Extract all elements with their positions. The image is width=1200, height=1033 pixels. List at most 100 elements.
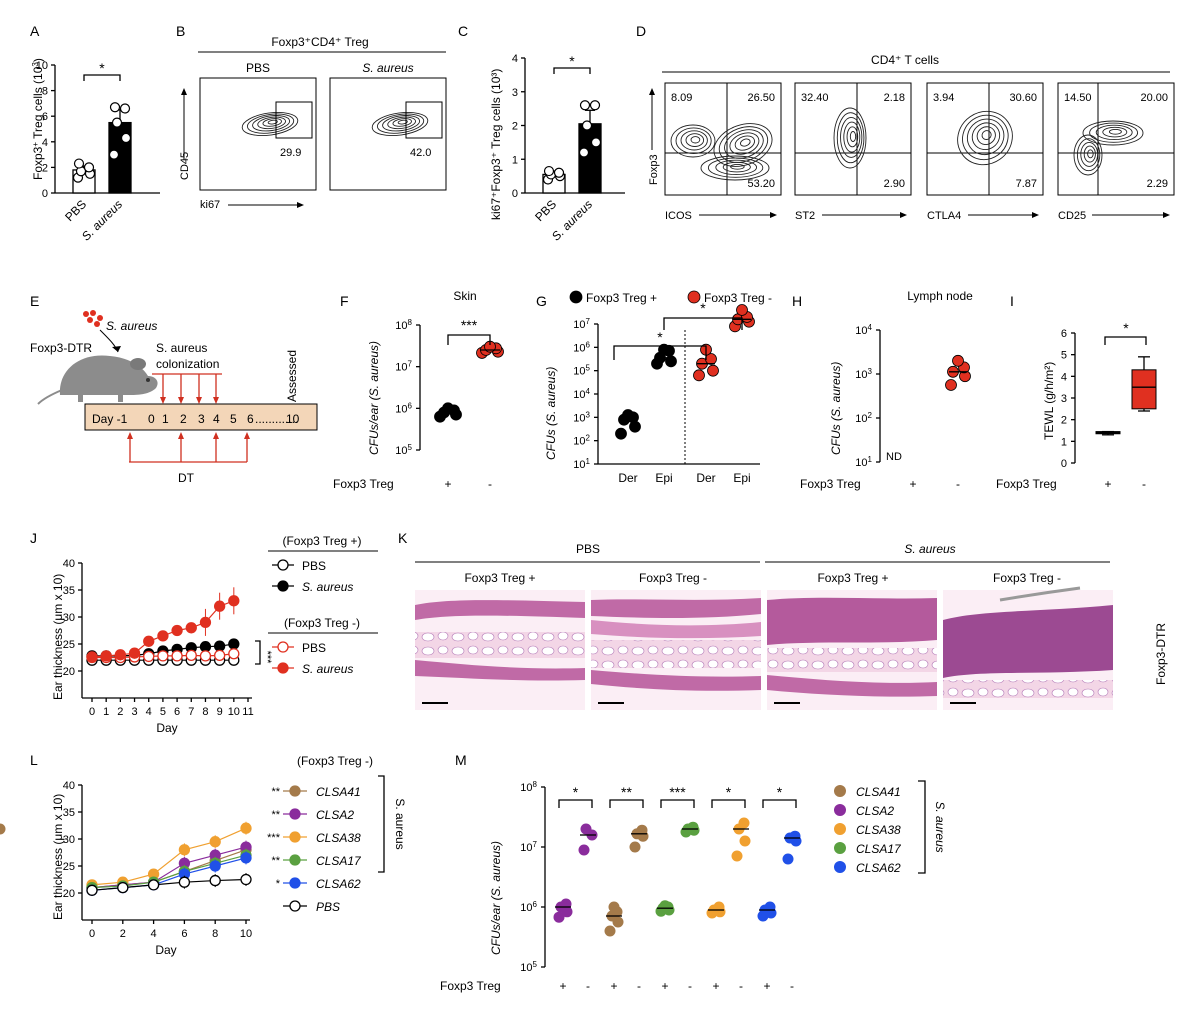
legend-label: S. aureus xyxy=(302,580,353,594)
assessed-label: Assessed xyxy=(285,350,299,402)
x-axis-label: ICOS xyxy=(665,210,692,222)
legend-marker xyxy=(277,641,289,653)
x-tick-label: 5 xyxy=(160,706,166,718)
quadrant-upper-right: 2.18 xyxy=(884,92,905,104)
category-label: - xyxy=(1142,477,1146,491)
data-point xyxy=(738,817,750,829)
arrow-head xyxy=(178,397,184,404)
panel-l-chart: 20 25 30 35 40 0 2 4 6 8 10 Day Ear thickness (μm x … xyxy=(51,754,407,957)
timeline-day: 6 xyxy=(247,412,254,426)
y-tick-label: 25 xyxy=(63,639,75,651)
y-tick-label: 0 xyxy=(42,188,48,200)
y-tick-label: 8 xyxy=(42,86,48,98)
data-point xyxy=(543,165,555,177)
data-point xyxy=(739,835,751,847)
y-tick-label: 106 xyxy=(395,401,412,416)
data-point xyxy=(117,881,129,894)
legend-marker xyxy=(289,831,301,843)
contour-line xyxy=(690,136,701,144)
legend-label: CLSA38 xyxy=(316,831,361,845)
panel-label-k: K xyxy=(398,530,408,546)
legend-marker xyxy=(289,808,301,820)
significance-marker: *** xyxy=(461,317,478,333)
flow-plot-name: PBS xyxy=(246,61,270,75)
panel-label-d: D xyxy=(636,23,646,39)
legend-marker xyxy=(289,877,301,889)
data-point xyxy=(147,879,160,891)
contour-line xyxy=(713,123,773,167)
data-point xyxy=(553,167,565,178)
significance-marker: * xyxy=(657,329,663,345)
significance-bracket xyxy=(613,345,707,360)
gate-value: 42.0 xyxy=(410,147,431,159)
significance-bracket xyxy=(711,799,746,808)
data-point xyxy=(157,650,169,662)
contour-line xyxy=(262,118,282,127)
legend-header: (Foxp3 Treg -) xyxy=(284,616,360,630)
panel-label-h: H xyxy=(792,293,802,309)
contour-line xyxy=(1087,149,1094,159)
data-point xyxy=(608,901,620,913)
y-tick-label: 1 xyxy=(512,154,518,166)
data-point xyxy=(713,901,725,913)
data-point xyxy=(213,600,226,612)
x-tick-label: 8 xyxy=(202,706,208,718)
legend-label: PBS xyxy=(302,559,326,573)
contour-line xyxy=(1089,122,1139,143)
y-tick-label: 35 xyxy=(63,585,75,597)
x-tick-label: 1 xyxy=(103,706,109,718)
data-point xyxy=(952,354,964,367)
data-point xyxy=(128,647,141,659)
significance-marker: ** xyxy=(621,784,632,800)
data-point xyxy=(687,821,699,833)
significance-bracket xyxy=(762,799,797,808)
timeline-day: 4 xyxy=(213,412,220,426)
legend-bracket xyxy=(378,775,385,873)
data-point xyxy=(228,638,240,650)
y-tick-label: 2 xyxy=(1061,415,1067,427)
data-point xyxy=(171,624,183,637)
contour-line xyxy=(976,126,996,145)
data-point xyxy=(120,132,132,144)
y-tick-label: 35 xyxy=(63,807,75,819)
significance-marker: * xyxy=(569,53,575,69)
data-point xyxy=(615,427,627,440)
series-significance: ** xyxy=(271,855,280,867)
arrow-head xyxy=(213,432,219,439)
legend-label: PBS xyxy=(316,900,340,914)
significance-marker: * xyxy=(777,784,783,800)
data-point xyxy=(213,649,226,661)
data-point xyxy=(86,651,98,663)
series-line xyxy=(91,878,247,891)
arrow-head xyxy=(1032,212,1039,218)
contour-line xyxy=(670,124,716,158)
legend-label: Foxp3 Treg - xyxy=(704,291,772,305)
y-axis-label: Foxp3 xyxy=(648,154,660,185)
group-label: Foxp3 Treg xyxy=(333,477,394,491)
data-point xyxy=(658,343,670,356)
x-tick-label: 10 xyxy=(240,928,252,940)
data-point xyxy=(143,650,155,663)
data-point xyxy=(560,898,572,910)
colonization-label-1: S. aureus xyxy=(156,341,207,355)
flow-frame xyxy=(199,77,317,191)
arrow-head xyxy=(770,212,777,218)
data-point xyxy=(100,650,112,662)
contour-line xyxy=(707,157,764,178)
y-tick-label: 3 xyxy=(1061,393,1067,405)
significance-marker: *** xyxy=(669,784,686,800)
arrow-head xyxy=(127,432,133,439)
panel-label-b: B xyxy=(176,23,185,39)
y-tick-label: 4 xyxy=(512,53,518,65)
x-tick-label: 3 xyxy=(131,706,137,718)
contour-line xyxy=(734,135,755,151)
x-tick-label: 6 xyxy=(174,706,180,718)
legend-side-label: S. aureus xyxy=(933,801,947,852)
x-axis-label: CD25 xyxy=(1058,210,1086,222)
category-label: Epi xyxy=(733,471,750,485)
mouse-icon xyxy=(37,355,158,405)
category-label: + xyxy=(610,979,617,993)
nd-label: ND xyxy=(886,451,902,463)
data-point xyxy=(707,364,719,377)
quadrant-upper-left: 14.50 xyxy=(1064,92,1092,104)
